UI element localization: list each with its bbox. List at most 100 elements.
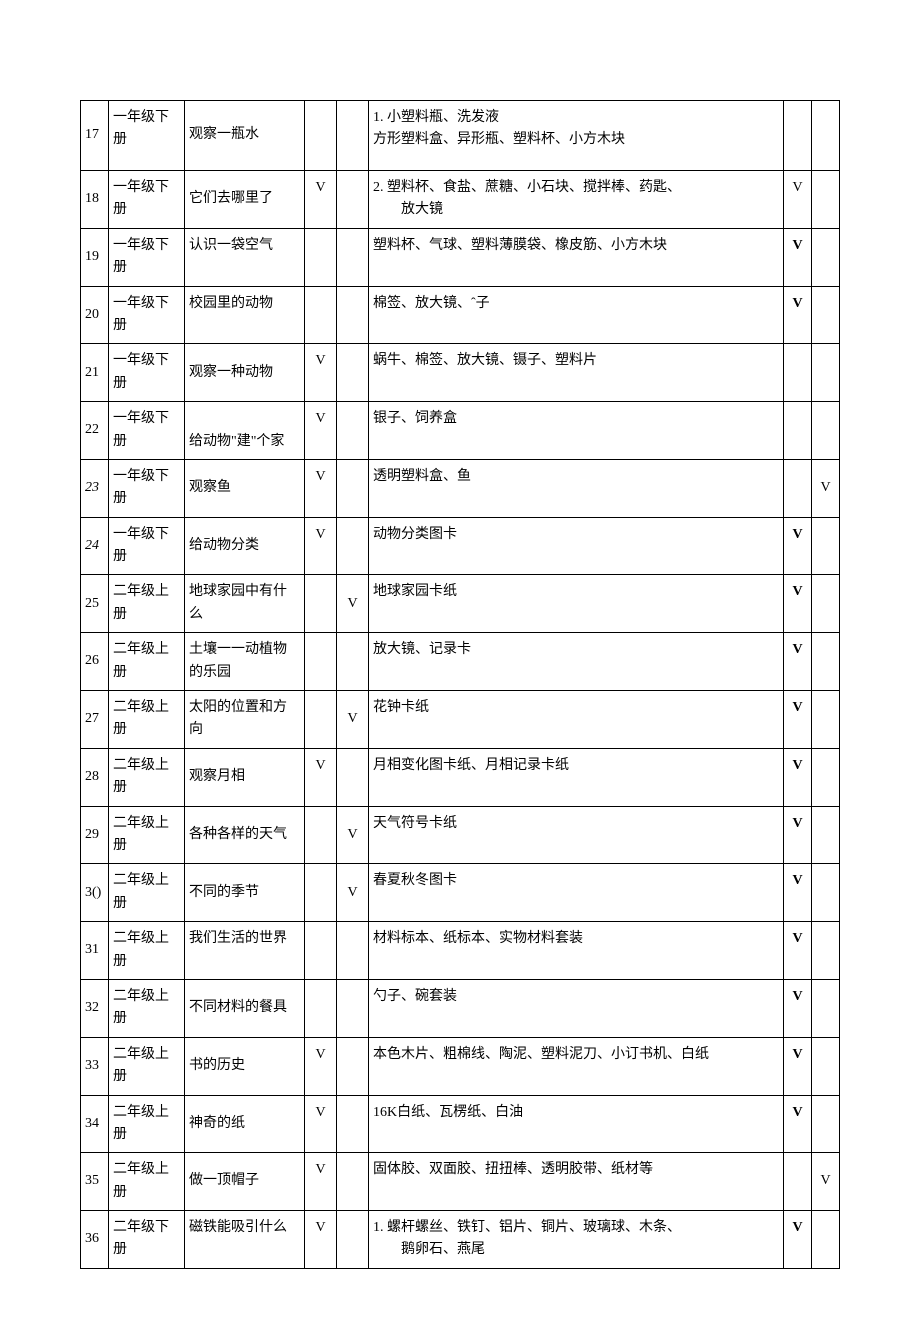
cell-num: 26 bbox=[81, 633, 109, 691]
cell-materials: 蜗牛、棉签、放大镜、镊子、塑料片 bbox=[369, 344, 784, 402]
cell-check-c bbox=[784, 344, 812, 402]
cell-check-d bbox=[812, 228, 840, 286]
cell-title: 认识一袋空气 bbox=[185, 228, 305, 286]
cell-materials: 1. 螺杆螺丝、铁钉、铝片、铜片、玻璃球、木条、 鹅卵石、燕尾 bbox=[369, 1211, 784, 1269]
cell-check-c bbox=[784, 459, 812, 517]
cell-book: 二年级上册 bbox=[109, 864, 185, 922]
cell-check-c: V bbox=[784, 171, 812, 229]
cell-book: 一年级下册 bbox=[109, 517, 185, 575]
cell-check-d bbox=[812, 1037, 840, 1095]
cell-check-d bbox=[812, 286, 840, 344]
cell-check-d bbox=[812, 101, 840, 171]
table-row: 18一年级下册它们去哪里了V2. 塑料杯、食盐、蔗糖、小石块、搅拌棒、药匙、 放… bbox=[81, 171, 840, 229]
cell-check-c: V bbox=[784, 806, 812, 864]
table-row: 21一年级下册观察一种动物V蜗牛、棉签、放大镜、镊子、塑料片 bbox=[81, 344, 840, 402]
cell-check-a: V bbox=[305, 459, 337, 517]
cell-num: 20 bbox=[81, 286, 109, 344]
cell-check-c: V bbox=[784, 633, 812, 691]
cell-check-d bbox=[812, 1211, 840, 1269]
cell-check-b bbox=[337, 171, 369, 229]
cell-num: 17 bbox=[81, 101, 109, 171]
cell-title: 磁铁能吸引什么 bbox=[185, 1211, 305, 1269]
cell-check-d: V bbox=[812, 1153, 840, 1211]
cell-check-c: V bbox=[784, 228, 812, 286]
cell-check-a bbox=[305, 228, 337, 286]
cell-num: 34 bbox=[81, 1095, 109, 1153]
cell-check-a: V bbox=[305, 1211, 337, 1269]
table-row: 17一年级下册观察一瓶水1. 小塑料瓶、洗发液 方形塑料盒、异形瓶、塑料杯、小方… bbox=[81, 101, 840, 171]
table-row: 22一年级下册给动物"建"个家V银子、饲养盒 bbox=[81, 402, 840, 460]
cell-check-a: V bbox=[305, 1095, 337, 1153]
cell-check-b bbox=[337, 748, 369, 806]
table-row: 35二年级上册做一顶帽子V固体胶、双面胶、扭扭棒、透明胶带、纸材等V bbox=[81, 1153, 840, 1211]
cell-check-c: V bbox=[784, 979, 812, 1037]
table-row: 24一年级下册给动物分类V动物分类图卡V bbox=[81, 517, 840, 575]
cell-check-d bbox=[812, 402, 840, 460]
cell-materials: 棉签、放大镜、ˆ子 bbox=[369, 286, 784, 344]
cell-check-d bbox=[812, 517, 840, 575]
cell-num: 23 bbox=[81, 459, 109, 517]
cell-title: 土壤一一动植物的乐园 bbox=[185, 633, 305, 691]
table-row: 27二年级上册太阳的位置和方向V花钟卡纸V bbox=[81, 691, 840, 749]
cell-check-d bbox=[812, 691, 840, 749]
cell-check-b bbox=[337, 1153, 369, 1211]
cell-book: 二年级上册 bbox=[109, 1095, 185, 1153]
cell-book: 二年级上册 bbox=[109, 979, 185, 1037]
cell-check-c bbox=[784, 402, 812, 460]
table-row: 20一年级下册校园里的动物棉签、放大镜、ˆ子V bbox=[81, 286, 840, 344]
cell-num: 31 bbox=[81, 922, 109, 980]
cell-check-c: V bbox=[784, 517, 812, 575]
table-row: 3()二年级上册不同的季节V春夏秋冬图卡V bbox=[81, 864, 840, 922]
cell-num: 18 bbox=[81, 171, 109, 229]
cell-title: 它们去哪里了 bbox=[185, 171, 305, 229]
cell-title: 观察月相 bbox=[185, 748, 305, 806]
cell-book: 二年级下册 bbox=[109, 1211, 185, 1269]
cell-check-d bbox=[812, 922, 840, 980]
cell-title: 给动物"建"个家 bbox=[185, 402, 305, 460]
cell-check-d bbox=[812, 575, 840, 633]
cell-num: 22 bbox=[81, 402, 109, 460]
cell-check-a: V bbox=[305, 748, 337, 806]
cell-check-b bbox=[337, 344, 369, 402]
cell-check-c: V bbox=[784, 286, 812, 344]
cell-check-a bbox=[305, 575, 337, 633]
table-row: 26二年级上册土壤一一动植物的乐园 放大镜、记录卡V bbox=[81, 633, 840, 691]
table-row: 23一年级下册观察鱼V透明塑料盒、鱼V bbox=[81, 459, 840, 517]
cell-check-a bbox=[305, 286, 337, 344]
cell-num: 19 bbox=[81, 228, 109, 286]
table-row: 36二年级下册磁铁能吸引什么V1. 螺杆螺丝、铁钉、铝片、铜片、玻璃球、木条、 … bbox=[81, 1211, 840, 1269]
cell-check-a bbox=[305, 101, 337, 171]
cell-check-d bbox=[812, 979, 840, 1037]
cell-materials: 透明塑料盒、鱼 bbox=[369, 459, 784, 517]
table-row: 28二年级上册观察月相V月相变化图卡纸、月相记录卡纸V bbox=[81, 748, 840, 806]
cell-materials: 1. 小塑料瓶、洗发液 方形塑料盒、异形瓶、塑料杯、小方木块 bbox=[369, 101, 784, 171]
cell-check-b bbox=[337, 633, 369, 691]
cell-num: 21 bbox=[81, 344, 109, 402]
cell-materials: 春夏秋冬图卡 bbox=[369, 864, 784, 922]
cell-check-b bbox=[337, 286, 369, 344]
cell-check-c: V bbox=[784, 922, 812, 980]
cell-check-c: V bbox=[784, 1095, 812, 1153]
cell-title: 做一顶帽子 bbox=[185, 1153, 305, 1211]
cell-check-a bbox=[305, 979, 337, 1037]
cell-check-b bbox=[337, 1211, 369, 1269]
cell-check-b bbox=[337, 459, 369, 517]
cell-materials: 放大镜、记录卡 bbox=[369, 633, 784, 691]
cell-check-b: V bbox=[337, 691, 369, 749]
cell-materials: 材料标本、纸标本、实物材料套装 bbox=[369, 922, 784, 980]
cell-check-b bbox=[337, 402, 369, 460]
table-row: 31二年级上册我们生活的世界材料标本、纸标本、实物材料套装V bbox=[81, 922, 840, 980]
cell-num: 29 bbox=[81, 806, 109, 864]
cell-check-b: V bbox=[337, 806, 369, 864]
table-row: 25二年级上册地球家园中有什么V地球家园卡纸V bbox=[81, 575, 840, 633]
cell-book: 二年级上册 bbox=[109, 691, 185, 749]
cell-book: 一年级下册 bbox=[109, 101, 185, 171]
materials-table: 17一年级下册观察一瓶水1. 小塑料瓶、洗发液 方形塑料盒、异形瓶、塑料杯、小方… bbox=[80, 100, 840, 1269]
cell-title: 不同的季节 bbox=[185, 864, 305, 922]
cell-check-d bbox=[812, 344, 840, 402]
cell-check-d bbox=[812, 633, 840, 691]
table-row: 32二年级上册不同材料的餐具勺子、碗套装V bbox=[81, 979, 840, 1037]
cell-title: 我们生活的世界 bbox=[185, 922, 305, 980]
cell-check-a: V bbox=[305, 402, 337, 460]
cell-book: 二年级上册 bbox=[109, 633, 185, 691]
